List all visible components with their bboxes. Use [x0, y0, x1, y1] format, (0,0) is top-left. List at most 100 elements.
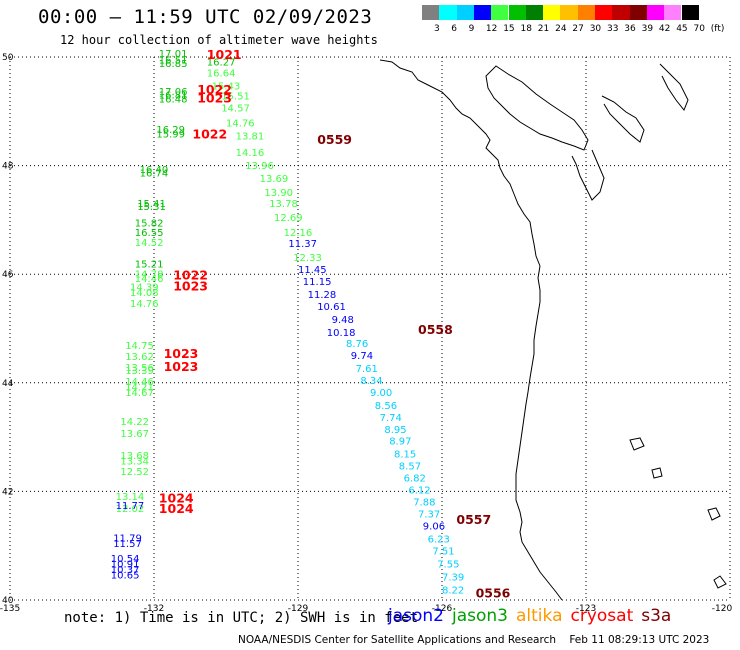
lon-tick-label: -120 — [712, 604, 733, 614]
swh-value: 10.54 — [111, 554, 140, 565]
swh-value: 12.02 — [116, 504, 145, 515]
swh-value: 7.39 — [442, 572, 464, 583]
swh-value: 16.51 — [159, 56, 188, 67]
swh-value: 14.52 — [135, 238, 164, 249]
swh-value: 13.34 — [120, 456, 149, 467]
swh-value: 9.48 — [332, 315, 354, 326]
pass-time-label: 1024 — [159, 501, 194, 516]
pass-time-label: 0557 — [456, 512, 491, 527]
lat-tick-label: 42 — [2, 487, 13, 497]
swh-value: 11.37 — [288, 239, 317, 250]
swh-value: 16.64 — [207, 69, 236, 80]
swh-value: 8.76 — [346, 339, 368, 350]
swh-value: 7.74 — [380, 413, 402, 424]
legend-swatch — [595, 5, 613, 20]
swh-value: 12.16 — [284, 228, 313, 239]
legend-label: 24 — [555, 24, 567, 34]
swh-value: 10.61 — [317, 302, 346, 313]
swh-value: 17.06 — [159, 87, 188, 98]
swh-value: 14.16 — [236, 148, 265, 159]
swh-value: 12.52 — [120, 467, 149, 478]
legend-swatch — [422, 5, 440, 20]
legend-swatch — [577, 5, 595, 20]
satellite-name: cryosat — [570, 606, 634, 626]
swh-value: 8.15 — [394, 450, 416, 461]
legend-label: 6 — [451, 24, 458, 34]
legend-label: 42 — [658, 24, 671, 34]
swh-value: 13.67 — [120, 429, 149, 440]
swh-value: 10.91 — [111, 559, 140, 570]
swh-value: 13.14 — [116, 492, 145, 503]
satellite-name: altika — [516, 606, 563, 626]
puget-sound-coast — [571, 63, 689, 201]
swh-value: 7.88 — [413, 498, 435, 509]
legend-swatch — [473, 5, 492, 20]
swh-value: 8.22 — [442, 585, 464, 596]
legend-label: 30 — [589, 24, 602, 34]
swh-value: 11.28 — [308, 290, 337, 301]
swh-value: 10.18 — [327, 328, 356, 339]
page-title: 00:00 – 11:59 UTC 02/09/2023 — [38, 6, 373, 28]
legend-label: 33 — [607, 24, 619, 34]
swh-value: 14.76 — [130, 299, 159, 310]
footer-note: note: 1) Time is in UTC; 2) SWH is in fe… — [64, 610, 419, 626]
pass-time-label: 1022 — [192, 126, 227, 141]
swh-value: 7.51 — [432, 546, 454, 557]
swh-value: 14.78 — [135, 269, 164, 280]
swh-value: 13.69 — [260, 174, 289, 185]
swh-value: 16.74 — [140, 168, 169, 179]
swh-value: 6.82 — [404, 474, 426, 485]
swh-value: 14.46 — [125, 377, 154, 388]
swh-value: 15.41 — [137, 199, 166, 210]
swh-value: 13.62 — [125, 352, 154, 363]
lon-tick-label: -126 — [432, 604, 453, 614]
swh-value: 6.23 — [428, 534, 450, 545]
pass-time-label: 0558 — [418, 322, 453, 337]
legend-swatch — [456, 5, 474, 20]
swh-value: 9.00 — [370, 388, 392, 399]
lon-tick-label: -135 — [0, 604, 20, 614]
pass-time-label: 1023 — [164, 359, 199, 374]
legend-label: 27 — [572, 24, 584, 34]
legend-label: 15 — [503, 24, 515, 34]
legend-swatch — [612, 5, 630, 20]
legend-swatch — [629, 5, 647, 20]
swh-value: 13.78 — [269, 199, 298, 210]
pass-time-label: 1024 — [159, 490, 194, 505]
graticule — [9, 56, 731, 601]
vancouver-island-coast — [485, 65, 589, 151]
swh-value: 15.51 — [221, 91, 250, 102]
legend-label: 21 — [537, 24, 550, 34]
swh-value: 16.85 — [159, 59, 188, 70]
swh-value: 12.33 — [293, 253, 322, 264]
swh-value: 14.75 — [125, 341, 154, 352]
swh-value: 15.43 — [212, 82, 241, 93]
pass-time-label: 1022 — [173, 268, 208, 283]
legend-swatch — [508, 5, 526, 20]
swh-value: 7.61 — [356, 364, 378, 375]
swh-value: 14.08 — [130, 288, 159, 299]
pass-time-label: 0559 — [317, 132, 352, 147]
pass-time-label: 1023 — [197, 91, 232, 106]
swh-value: 16.29 — [156, 125, 185, 136]
swh-value: 14.67 — [125, 388, 154, 399]
swh-value: 14.21 — [125, 382, 154, 393]
swh-value: 13.56 — [125, 363, 154, 374]
swh-value: 15.21 — [135, 260, 164, 271]
swh-value: 11.79 — [113, 533, 142, 544]
lon-tick-label: -129 — [288, 604, 309, 614]
legend-swatch — [543, 5, 561, 20]
pass-time-label: 1023 — [173, 278, 208, 293]
swh-value: 9.74 — [351, 351, 373, 362]
satellite-name: jason2 — [388, 606, 444, 626]
satellite-name: jason3 — [452, 606, 508, 626]
swh-value: 16.27 — [207, 58, 236, 69]
swh-value: 17.01 — [159, 49, 188, 60]
legend-label: 9 — [468, 24, 475, 34]
legend-label: 45 — [676, 24, 688, 34]
swh-value: 13.39 — [125, 366, 154, 377]
swh-value: 16.40 — [140, 165, 169, 176]
swh-value: 14.22 — [120, 417, 149, 428]
swh-value: 11.45 — [298, 265, 327, 276]
swh-value: 7.55 — [437, 559, 459, 570]
